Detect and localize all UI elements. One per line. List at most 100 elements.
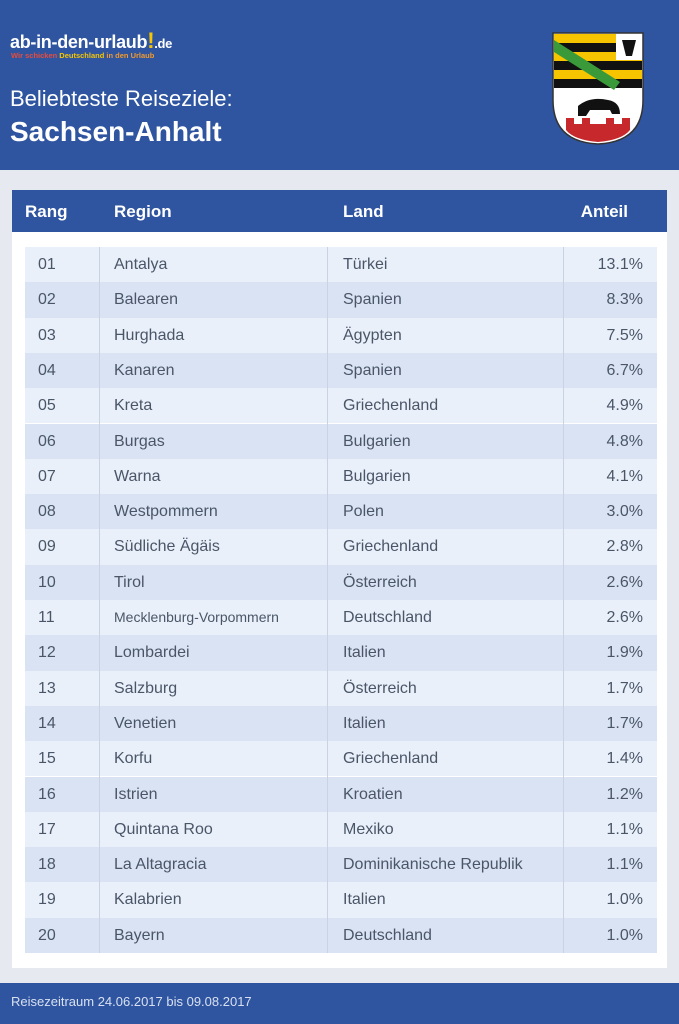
table-cell: Kroatien bbox=[343, 785, 403, 803]
table-cell: 1.4% bbox=[606, 750, 643, 768]
table-row: 05 Kreta Griechenland 4.9% bbox=[25, 388, 657, 424]
table-cell: 4.1% bbox=[606, 467, 643, 485]
table-cell: Mexiko bbox=[343, 820, 394, 838]
table-row: 16 Istrien Kroatien 1.2% bbox=[25, 776, 657, 812]
table-cell: 1.0% bbox=[606, 891, 643, 909]
column-header: Anteil bbox=[580, 202, 628, 221]
table-row: 01 Antalya Türkei 13.1% bbox=[25, 247, 657, 283]
table-cell: Burgas bbox=[114, 432, 165, 450]
table-cell: 17 bbox=[38, 820, 56, 838]
table-cell: Südliche Ägäis bbox=[114, 538, 220, 556]
table-cell: Griechenland bbox=[343, 397, 439, 415]
table-cell: Polen bbox=[343, 503, 384, 521]
table-cell: 05 bbox=[38, 397, 56, 415]
table-cell: Deutschland bbox=[343, 609, 432, 626]
table-cell: 7.5% bbox=[606, 326, 643, 344]
table-row: 07 Warna Bulgarien 4.1% bbox=[25, 458, 657, 495]
table-cell: 06 bbox=[38, 432, 56, 450]
table-cell: 3.0% bbox=[606, 503, 643, 521]
table-cell: Hurghada bbox=[114, 326, 185, 344]
table-row: 11 Mecklenburg-Vorpommern Deutschland 2.6% bbox=[25, 600, 657, 636]
coat-of-arms bbox=[552, 32, 644, 145]
table-row: 15 Korfu Griechenland 1.4% bbox=[25, 741, 657, 777]
table-cell: Istrien bbox=[114, 785, 158, 803]
table-row: 12 Lombardei Italien 1.9% bbox=[25, 635, 657, 671]
table-cell: 1.1% bbox=[606, 856, 643, 874]
table-cell: 03 bbox=[38, 326, 56, 344]
table-cell: 14 bbox=[38, 714, 56, 732]
header: ab-in-den-urlaub!.de Wir schicken Deutsc… bbox=[0, 0, 679, 170]
table-cell: Balearen bbox=[114, 291, 179, 309]
table-row: 17 Quintana Roo Mexiko 1.1% bbox=[25, 811, 657, 848]
table-cell: Warna bbox=[114, 467, 161, 485]
table-cell: Quintana Roo bbox=[114, 820, 213, 838]
table-cell: 13.1% bbox=[597, 256, 643, 273]
table-cell: 1.1% bbox=[606, 820, 643, 838]
table-row: 08 Westpommern Polen 3.0% bbox=[25, 494, 657, 530]
table-row: 09 Südliche Ägäis Griechenland 2.8% bbox=[25, 529, 657, 565]
table-cell: 04 bbox=[38, 361, 56, 379]
table-row: 20 Bayern Deutschland 1.0% bbox=[25, 917, 657, 953]
table-cell: Lombardei bbox=[114, 644, 190, 662]
table-cell: 02 bbox=[38, 291, 56, 309]
table-cell: Salzburg bbox=[114, 679, 178, 697]
table-cell: Korfu bbox=[114, 750, 153, 768]
column-header: Land bbox=[343, 202, 384, 221]
table-cell: 09 bbox=[38, 538, 56, 556]
column-separator bbox=[99, 247, 100, 953]
table-cell: Griechenland bbox=[343, 538, 439, 556]
table-cell: 1.9% bbox=[606, 644, 643, 662]
tagline-part: in den Urlaub bbox=[106, 51, 155, 60]
column-separator bbox=[563, 247, 564, 953]
table-cell: Bulgarien bbox=[343, 467, 411, 485]
table-cell: Österreich bbox=[343, 679, 417, 697]
table-cell: Italien bbox=[343, 714, 386, 732]
subtitle: Sachsen-Anhalt bbox=[10, 116, 222, 147]
table-cell: Italien bbox=[343, 644, 386, 662]
table-row: 04 Kanaren Spanien 6.7% bbox=[25, 352, 657, 389]
table-row: 13 Salzburg Österreich 1.7% bbox=[25, 670, 657, 706]
logo: ab-in-den-urlaub!.de bbox=[10, 28, 172, 54]
table-cell: Bayern bbox=[114, 926, 165, 944]
table-header: Rang Region Land Anteil bbox=[12, 190, 667, 232]
table-cell: Ägypten bbox=[343, 326, 402, 344]
table-cell: Dominikanische Republik bbox=[343, 856, 523, 874]
table-cell: 1.7% bbox=[606, 679, 643, 697]
title: Beliebteste Reiseziele: bbox=[10, 86, 233, 111]
table-cell: 11 bbox=[38, 609, 55, 626]
logo-name: ab-in-den-urlaub bbox=[10, 32, 148, 52]
table-cell: Griechenland bbox=[343, 750, 439, 768]
footer-text: Reisezeitraum 24.06.2017 bis 09.08.2017 bbox=[11, 994, 252, 1009]
column-header: Region bbox=[114, 202, 172, 221]
table-row: 14 Venetien Italien 1.7% bbox=[25, 705, 657, 742]
table-row: 18 La Altagracia Dominikanische Republik 1.… bbox=[25, 847, 657, 883]
table-cell: 15 bbox=[38, 750, 56, 768]
table-cell: Kanaren bbox=[114, 361, 175, 379]
column-header: Rang bbox=[25, 202, 68, 221]
table-cell: Deutschland bbox=[343, 926, 432, 944]
table-cell: 2.6% bbox=[606, 573, 643, 591]
table-cell: 1.0% bbox=[606, 926, 643, 944]
table-cell: Österreich bbox=[343, 573, 417, 591]
table-cell: 2.8% bbox=[606, 538, 643, 556]
table-cell: 01 bbox=[38, 256, 56, 273]
column-separator bbox=[327, 247, 328, 953]
table-cell: Kreta bbox=[114, 397, 153, 415]
table-cell: 1.7% bbox=[606, 714, 643, 732]
logo-mark: ! bbox=[147, 28, 155, 53]
table-cell: 4.8% bbox=[606, 432, 643, 450]
table-cell: 4.9% bbox=[606, 397, 643, 415]
footer: Reisezeitraum 24.06.2017 bis 09.08.2017 bbox=[0, 983, 679, 1024]
table-cell: 13 bbox=[38, 679, 56, 697]
table-row: 10 Tirol Österreich 2.6% bbox=[25, 564, 657, 600]
tagline-part: Wir schicken bbox=[11, 51, 58, 60]
table-cell: 19 bbox=[38, 891, 56, 909]
table-cell: 1.2% bbox=[606, 785, 643, 803]
table-cell: Venetien bbox=[114, 714, 177, 732]
logo-tld: .de bbox=[154, 36, 173, 51]
table-cell: 07 bbox=[38, 467, 56, 485]
table-cell: Tirol bbox=[114, 573, 145, 591]
tagline-part: Deutschland bbox=[59, 51, 105, 60]
table-cell: 8.3% bbox=[606, 291, 643, 309]
table-cell: Spanien bbox=[343, 361, 402, 379]
